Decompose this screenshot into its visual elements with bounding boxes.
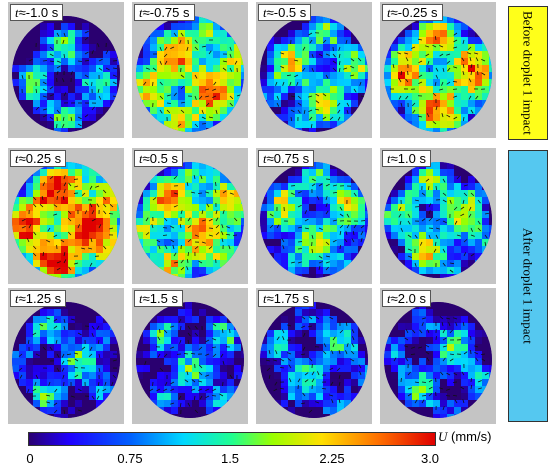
velocity-panel: t≈0.25 s xyxy=(8,148,124,284)
colorbar-tick: 2.25 xyxy=(319,451,345,466)
before-impact-label: Before droplet 1 impact xyxy=(508,6,548,140)
velocity-map xyxy=(136,302,244,418)
velocity-panel: t≈1.25 s xyxy=(8,288,124,424)
time-label: t≈0.75 s xyxy=(258,150,315,167)
time-label: t≈-0.5 s xyxy=(258,4,312,21)
velocity-map xyxy=(12,302,120,418)
velocity-panel: t≈1.75 s xyxy=(256,288,372,424)
colorbar xyxy=(28,432,436,446)
colorbar-tick: 0.75 xyxy=(117,451,143,466)
velocity-map xyxy=(384,162,492,278)
colorbar-tick: 1.5 xyxy=(220,451,240,466)
velocity-panel: t≈2.0 s xyxy=(380,288,496,424)
velocity-panel: t≈-0.5 s xyxy=(256,2,372,138)
velocity-panel: t≈1.5 s xyxy=(132,288,248,424)
velocity-map xyxy=(260,302,368,418)
colorbar-unit-label: U (mm/s) xyxy=(438,429,492,444)
velocity-map xyxy=(12,16,120,132)
time-label: t≈1.25 s xyxy=(10,290,67,307)
velocity-map xyxy=(12,162,120,278)
after-impact-label: After droplet 1 impact xyxy=(508,150,548,422)
colorbar-tick: 0 xyxy=(26,451,34,466)
time-label: t≈1.5 s xyxy=(134,290,183,307)
time-label: t≈-0.75 s xyxy=(134,4,195,21)
velocity-panel: t≈0.75 s xyxy=(256,148,372,284)
colorbar-tick: 3.0 xyxy=(420,451,440,466)
time-label: t≈2.0 s xyxy=(382,290,431,307)
velocity-map xyxy=(136,162,244,278)
velocity-panel: t≈-1.0 s xyxy=(8,2,124,138)
velocity-map xyxy=(384,16,492,132)
time-label: t≈-0.25 s xyxy=(382,4,443,21)
velocity-map xyxy=(136,16,244,132)
velocity-panel: t≈1.0 s xyxy=(380,148,496,284)
velocity-panel: t≈-0.25 s xyxy=(380,2,496,138)
velocity-map xyxy=(384,302,492,418)
velocity-panel: t≈0.5 s xyxy=(132,148,248,284)
time-label: t≈0.25 s xyxy=(10,150,67,167)
time-label: t≈0.5 s xyxy=(134,150,183,167)
velocity-map xyxy=(260,162,368,278)
velocity-panel: t≈-0.75 s xyxy=(132,2,248,138)
velocity-map xyxy=(260,16,368,132)
time-label: t≈1.75 s xyxy=(258,290,315,307)
time-label: t≈-1.0 s xyxy=(10,4,64,21)
time-label: t≈1.0 s xyxy=(382,150,431,167)
